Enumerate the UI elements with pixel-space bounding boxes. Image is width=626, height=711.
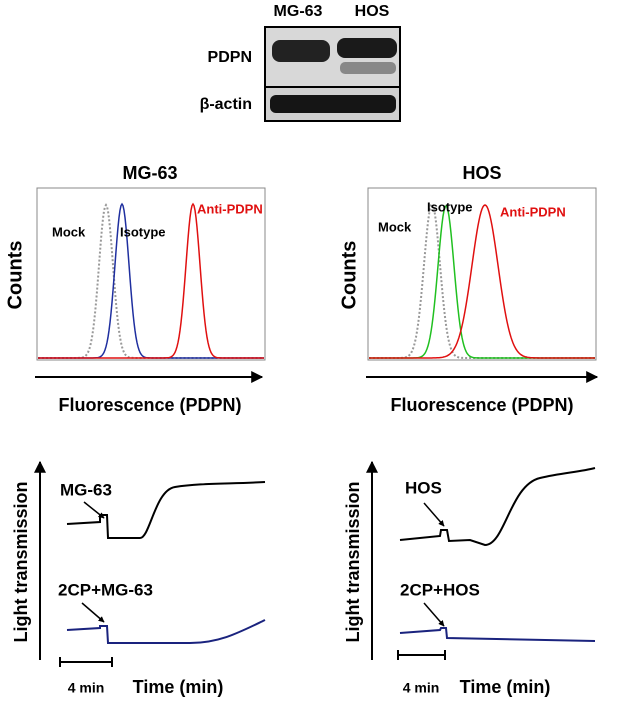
lane-label: HOS xyxy=(355,3,390,20)
trace xyxy=(66,481,266,539)
row-label: PDPN xyxy=(208,49,252,66)
trace-label: 2CP+HOS xyxy=(400,580,480,599)
scale-bar xyxy=(59,657,113,667)
flow-panel: HOS Counts Fluorescence (PDPN) Mock Isot… xyxy=(338,163,599,415)
curve-label: Mock xyxy=(378,219,412,234)
y-label: Light transmission xyxy=(11,481,31,642)
plot-frame xyxy=(367,187,597,361)
trace-label: 2CP+MG-63 xyxy=(58,580,153,599)
aggregation-panel: Light transmission MG-63 2CP+MG-63 4 min… xyxy=(11,460,266,697)
trace-label: MG-63 xyxy=(60,480,112,499)
curve-label: Mock xyxy=(52,224,86,239)
row-label: β-actin xyxy=(200,96,252,113)
histogram-curve xyxy=(38,202,264,359)
scale-label: 4 min xyxy=(68,680,105,696)
trace xyxy=(399,627,596,642)
plot-frame xyxy=(36,187,266,361)
trace xyxy=(399,467,596,547)
western-blot: MG-63 HOS PDPN β-actin xyxy=(200,3,401,122)
x-label: Fluorescence (PDPN) xyxy=(390,395,573,415)
y-label: Counts xyxy=(338,241,360,310)
band xyxy=(270,95,396,113)
histogram-curve xyxy=(369,204,595,359)
pointer-arrow xyxy=(423,602,445,627)
pointer-arrow xyxy=(81,602,105,623)
y-label: Light transmission xyxy=(343,481,363,642)
band xyxy=(340,62,396,74)
y-label: Counts xyxy=(4,241,26,310)
trace-label: HOS xyxy=(405,478,442,497)
band xyxy=(272,40,330,62)
aggregation-panel: Light transmission HOS 2CP+HOS 4 min Tim… xyxy=(343,460,596,697)
flow-panel: MG-63 Counts Fluorescence (PDPN) Mock Is… xyxy=(4,163,266,415)
trace xyxy=(66,619,266,644)
panel-title: HOS xyxy=(462,163,501,183)
panel-title: MG-63 xyxy=(122,163,177,183)
curve-label: Isotype xyxy=(427,199,473,214)
x-label: Time (min) xyxy=(133,677,224,697)
lane-label: MG-63 xyxy=(274,3,323,20)
scale-label: 4 min xyxy=(403,680,440,696)
curve-label: Anti-PDPN xyxy=(197,201,263,216)
scale-bar xyxy=(397,650,446,660)
pointer-arrow xyxy=(423,502,445,527)
curve-label: Isotype xyxy=(120,224,166,239)
curve-label: Anti-PDPN xyxy=(500,204,566,219)
x-label: Time (min) xyxy=(460,677,551,697)
pointer-arrow xyxy=(83,501,105,519)
x-label: Fluorescence (PDPN) xyxy=(58,395,241,415)
band xyxy=(337,38,397,58)
